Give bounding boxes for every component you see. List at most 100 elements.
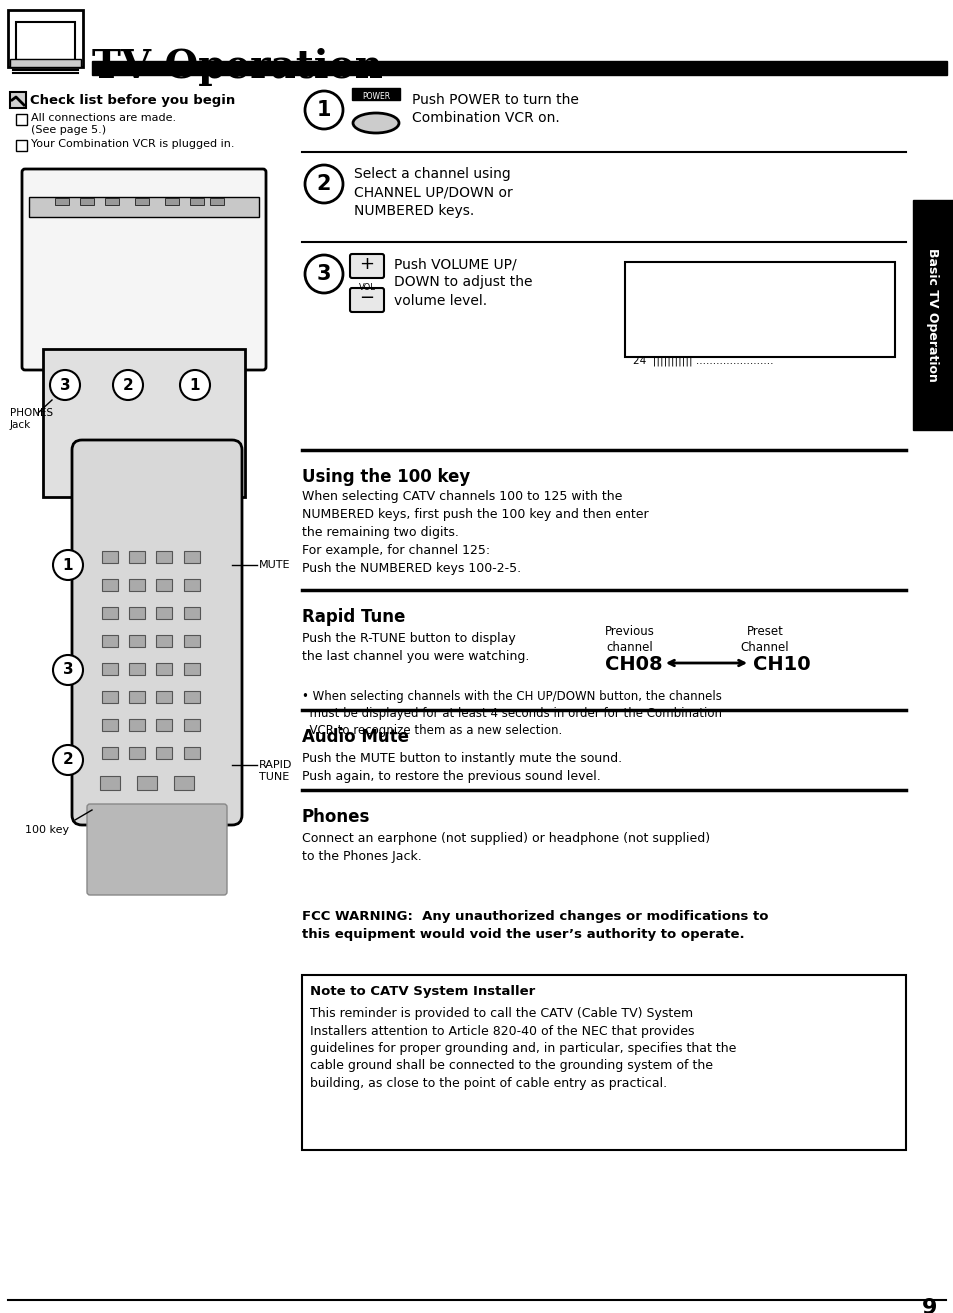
Circle shape <box>180 370 210 400</box>
Bar <box>156 551 172 563</box>
FancyBboxPatch shape <box>22 169 266 370</box>
Bar <box>8 11 83 67</box>
Bar <box>184 720 200 731</box>
Text: PHONES
Jack: PHONES Jack <box>10 408 53 429</box>
Bar <box>184 607 200 618</box>
Bar <box>102 691 118 702</box>
Circle shape <box>53 550 83 580</box>
Text: Phones: Phones <box>302 807 370 826</box>
Text: Note to CATV System Installer: Note to CATV System Installer <box>310 985 535 998</box>
Bar <box>184 747 200 759</box>
Text: Using the 100 key: Using the 100 key <box>302 467 470 486</box>
Bar <box>184 635 200 647</box>
Bar <box>156 663 172 675</box>
Bar <box>173 776 193 790</box>
Text: 2: 2 <box>63 752 73 768</box>
Bar <box>129 747 145 759</box>
Bar <box>184 691 200 702</box>
Text: MUTE: MUTE <box>258 561 291 570</box>
Bar <box>624 263 894 357</box>
Bar <box>102 579 118 591</box>
Bar <box>165 198 179 205</box>
Bar <box>137 776 157 790</box>
Text: TV Operation: TV Operation <box>91 49 382 85</box>
Text: All connections are made.
(See page 5.): All connections are made. (See page 5.) <box>30 113 176 135</box>
Circle shape <box>50 370 80 400</box>
Circle shape <box>112 370 143 400</box>
Text: RAPID
TUNE: RAPID TUNE <box>258 760 292 781</box>
Bar <box>102 720 118 731</box>
Bar <box>80 198 94 205</box>
Text: FCC WARNING:  Any unauthorized changes or modifications to
this equipment would : FCC WARNING: Any unauthorized changes or… <box>302 910 768 941</box>
FancyBboxPatch shape <box>71 440 242 825</box>
Circle shape <box>53 744 83 775</box>
Bar <box>156 635 172 647</box>
Text: Your Combination VCR is plugged in.: Your Combination VCR is plugged in. <box>30 139 234 148</box>
Text: Push POWER to turn the
Combination VCR on.: Push POWER to turn the Combination VCR o… <box>412 93 578 126</box>
Bar <box>55 198 69 205</box>
Text: Rapid Tune: Rapid Tune <box>302 608 405 626</box>
Bar <box>156 579 172 591</box>
Bar <box>129 551 145 563</box>
Text: 9: 9 <box>922 1299 937 1313</box>
Bar <box>129 635 145 647</box>
Bar <box>100 776 120 790</box>
Bar <box>43 349 245 498</box>
Bar <box>156 691 172 702</box>
Bar <box>102 551 118 563</box>
Bar <box>135 198 149 205</box>
Bar <box>102 607 118 618</box>
Text: 1: 1 <box>63 558 73 572</box>
Text: +: + <box>359 255 375 273</box>
Bar <box>102 663 118 675</box>
Text: VOL: VOL <box>358 284 375 293</box>
Circle shape <box>305 165 343 204</box>
Bar <box>29 197 258 217</box>
Text: −: − <box>359 289 375 307</box>
Bar <box>210 198 224 205</box>
Bar <box>129 607 145 618</box>
Bar <box>105 198 119 205</box>
Text: 100 key: 100 key <box>25 825 69 835</box>
Text: 24  ||||||||||| .......................: 24 ||||||||||| ....................... <box>633 355 773 365</box>
Text: 2: 2 <box>123 378 133 393</box>
Bar <box>184 663 200 675</box>
Text: Basic TV Operation: Basic TV Operation <box>925 248 939 382</box>
Text: Connect an earphone (not supplied) or headphone (not supplied)
to the Phones Jac: Connect an earphone (not supplied) or he… <box>302 832 709 863</box>
Bar <box>11 93 25 106</box>
Bar <box>16 22 75 60</box>
Text: Audio Mute: Audio Mute <box>302 727 409 746</box>
Text: 3: 3 <box>60 378 71 393</box>
Text: 2: 2 <box>316 175 331 194</box>
Text: 3: 3 <box>63 663 73 678</box>
Text: Previous
channel: Previous channel <box>604 625 655 654</box>
Text: When selecting CATV channels 100 to 125 with the
NUMBERED keys, first push the 1: When selecting CATV channels 100 to 125 … <box>302 490 648 575</box>
Bar <box>129 720 145 731</box>
Text: • When selecting channels with the CH UP/DOWN button, the channels
  must be dis: • When selecting channels with the CH UP… <box>302 691 721 737</box>
Text: Select a channel using
CHANNEL UP/DOWN or
NUMBERED keys.: Select a channel using CHANNEL UP/DOWN o… <box>354 167 512 218</box>
Bar <box>302 976 905 1150</box>
Bar <box>912 200 953 429</box>
Circle shape <box>305 255 343 293</box>
Text: This reminder is provided to call the CATV (Cable TV) System
Installers attentio: This reminder is provided to call the CA… <box>310 1007 736 1090</box>
Bar <box>184 551 200 563</box>
FancyBboxPatch shape <box>350 288 384 312</box>
Text: CH10: CH10 <box>752 655 810 674</box>
Text: CH08: CH08 <box>604 655 662 674</box>
Bar <box>190 198 204 205</box>
Bar <box>129 579 145 591</box>
Bar <box>16 114 27 125</box>
Text: 1: 1 <box>190 378 200 393</box>
Bar <box>91 60 946 75</box>
Circle shape <box>305 91 343 129</box>
Bar <box>10 92 26 108</box>
FancyBboxPatch shape <box>350 253 384 278</box>
Bar <box>102 635 118 647</box>
Bar <box>156 720 172 731</box>
Bar <box>129 663 145 675</box>
Text: Push the R-TUNE button to display
the last channel you were watching.: Push the R-TUNE button to display the la… <box>302 632 529 663</box>
Bar <box>352 88 399 100</box>
Text: 3: 3 <box>316 264 331 284</box>
Bar <box>129 691 145 702</box>
Bar <box>102 747 118 759</box>
